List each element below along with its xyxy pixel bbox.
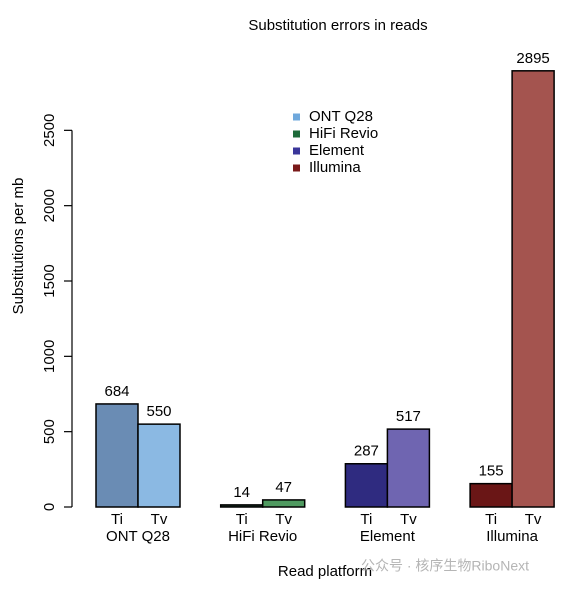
legend-swatch xyxy=(293,113,300,121)
sub-tick-label: Tv xyxy=(400,511,417,528)
x-tick-label: Element xyxy=(360,528,416,545)
legend-label: Element xyxy=(309,142,365,159)
value-label: 550 xyxy=(146,403,171,420)
legend-label: Illumina xyxy=(309,159,361,176)
value-label: 2895 xyxy=(516,50,549,67)
x-axis-label: Read platform xyxy=(278,563,372,580)
value-label: 14 xyxy=(233,484,250,501)
y-tick-label: 500 xyxy=(41,419,58,444)
legend-swatch xyxy=(293,147,300,155)
sub-tick-label: Tv xyxy=(275,511,292,528)
bar xyxy=(219,504,264,508)
y-tick-label: 1000 xyxy=(41,340,58,373)
legend-label: ONT Q28 xyxy=(309,108,373,125)
bar xyxy=(95,403,139,508)
y-tick-label: 2500 xyxy=(41,114,58,147)
y-tick-label: 0 xyxy=(41,503,58,511)
bar xyxy=(386,428,431,508)
sub-tick-label: Ti xyxy=(485,511,497,528)
sub-tick-label: Ti xyxy=(111,511,123,528)
x-tick-label: Illumina xyxy=(486,528,538,545)
value-label: 47 xyxy=(275,479,292,496)
value-label: 287 xyxy=(354,443,379,460)
watermark: 公众号 · 核序生物RiboNext xyxy=(361,558,529,574)
bar xyxy=(137,423,181,508)
legend-swatch xyxy=(293,130,300,138)
chart-title: Substitution errors in reads xyxy=(248,17,427,34)
legend-label: HiFi Revio xyxy=(309,125,378,142)
x-tick-label: HiFi Revio xyxy=(228,528,297,545)
y-tick-label: 1500 xyxy=(41,264,58,297)
y-axis-label: Substitutions per mb xyxy=(10,178,27,315)
bar xyxy=(344,463,389,508)
bar xyxy=(511,70,555,508)
sub-tick-label: Tv xyxy=(151,511,168,528)
sub-tick-label: Tv xyxy=(525,511,542,528)
bar xyxy=(261,499,306,508)
value-label: 155 xyxy=(479,463,504,480)
bar xyxy=(469,482,513,508)
legend-swatch xyxy=(293,164,300,172)
sub-tick-label: Ti xyxy=(360,511,372,528)
x-tick-label: ONT Q28 xyxy=(106,528,170,545)
y-tick-label: 2000 xyxy=(41,189,58,222)
value-label: 684 xyxy=(104,383,129,400)
sub-tick-label: Ti xyxy=(236,511,248,528)
value-label: 517 xyxy=(396,408,421,425)
